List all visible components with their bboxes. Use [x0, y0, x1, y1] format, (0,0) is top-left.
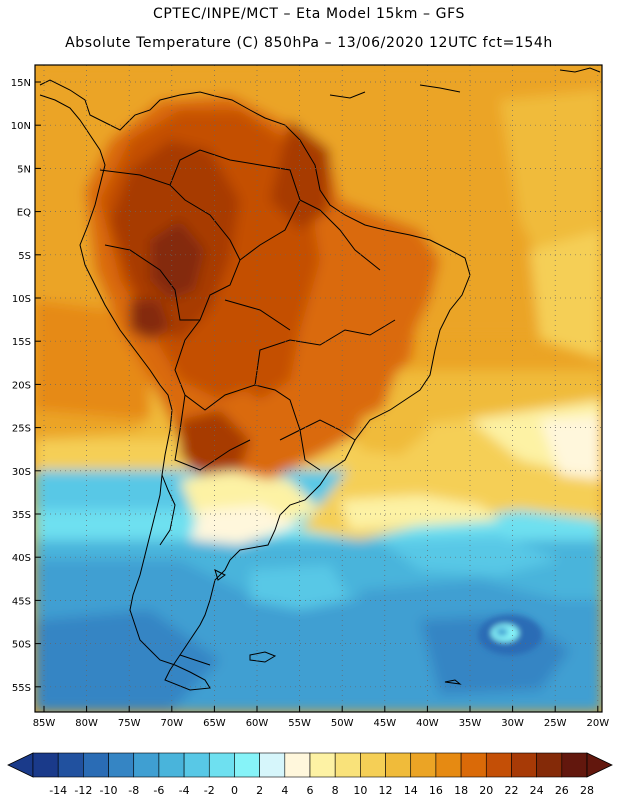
lon-label: 85W — [33, 718, 56, 729]
lat-label: 45S — [12, 596, 31, 607]
legend-label: 26 — [555, 784, 569, 797]
legend-label: 4 — [281, 784, 288, 797]
legend-label: 20 — [479, 784, 493, 797]
map-title-line2: Absolute Temperature (C) 850hPa – 13/06/… — [65, 35, 553, 51]
legend-label: -4 — [179, 784, 190, 797]
lon-label: 65W — [203, 718, 226, 729]
legend-label: -10 — [100, 784, 118, 797]
legend-label: 8 — [332, 784, 339, 797]
legend-swatch — [183, 752, 210, 778]
lat-label: 5S — [18, 251, 31, 262]
lon-label: 75W — [118, 718, 141, 729]
longitude-labels: 85W 80W 75W 70W 65W 60W 55W 50W 45W 40W 35W 30W 25W 2… — [33, 718, 610, 729]
lon-label: 20W — [586, 718, 609, 729]
legend-swatch — [561, 752, 588, 778]
legend-swatch — [410, 752, 437, 778]
lon-label: 70W — [160, 718, 183, 729]
legend-label: 0 — [231, 784, 238, 797]
legend-arrow-right — [586, 752, 613, 778]
legend-swatch — [334, 752, 361, 778]
lon-label: 50W — [331, 718, 354, 729]
legend-swatch — [133, 752, 160, 778]
legend-label: 12 — [379, 784, 393, 797]
legend-swatch — [485, 752, 512, 778]
legend-swatch — [158, 752, 185, 778]
lon-label: 40W — [416, 718, 439, 729]
legend-swatch — [309, 752, 336, 778]
graticule — [35, 65, 602, 712]
lat-label: 35S — [12, 510, 31, 521]
legend-label: -12 — [74, 784, 92, 797]
legend-swatch — [32, 752, 59, 778]
lon-label: 45W — [373, 718, 396, 729]
lat-label: 15N — [11, 78, 31, 89]
legend-swatch — [108, 752, 135, 778]
legend-swatch — [234, 752, 260, 778]
legend-swatch — [208, 752, 235, 778]
lat-label: 30S — [12, 467, 31, 478]
legend-label: 10 — [353, 784, 367, 797]
lon-label: 30W — [501, 718, 524, 729]
legend-swatch — [511, 752, 537, 778]
continent-outline — [39, 67, 601, 691]
legend-swatch — [360, 752, 386, 778]
legend-label: 2 — [256, 784, 263, 797]
lon-label: 80W — [75, 718, 98, 729]
lat-label: 55S — [12, 683, 31, 694]
lat-label: 5N — [17, 164, 31, 175]
lon-label: 35W — [459, 718, 482, 729]
lat-label: 40S — [12, 553, 31, 564]
legend-swatch — [536, 752, 563, 778]
map-title-line1: CPTEC/INPE/MCT – Eta Model 15km – GFS — [152, 6, 466, 22]
color-legend: -14 -12 -10 -8 -6 -4 -2 0 2 4 6 8 10 12 14 16 18 20 22 24 26… — [7, 752, 613, 797]
legend-swatch — [259, 752, 286, 778]
lon-label: 25W — [544, 718, 567, 729]
legend-swatch — [83, 752, 109, 778]
lat-label: 10S — [12, 294, 31, 305]
legend-label: 22 — [504, 784, 518, 797]
map-frame — [34, 64, 603, 713]
temperature-field — [35, 65, 602, 712]
lon-label: 55W — [288, 718, 311, 729]
legend-swatch — [57, 752, 84, 778]
lat-label: EQ — [17, 208, 31, 219]
latitude-labels: 15N 10N 5N EQ 5S 10S 15S 20S 25S 30S 35S 40S 45S 50S 5… — [11, 78, 31, 694]
legend-label: 18 — [454, 784, 468, 797]
lat-label: 50S — [12, 640, 31, 651]
legend-label: -8 — [128, 784, 139, 797]
lon-label: 60W — [246, 718, 269, 729]
legend-label: 14 — [404, 784, 418, 797]
legend-swatch — [435, 752, 462, 778]
legend-swatch — [460, 752, 487, 778]
lat-label: 20S — [12, 380, 31, 391]
legend-label: -6 — [153, 784, 164, 797]
lat-label: 25S — [12, 424, 31, 435]
legend-label: 6 — [307, 784, 314, 797]
legend-arrow-left — [7, 752, 34, 778]
legend-label: -14 — [49, 784, 67, 797]
legend-label: 16 — [429, 784, 443, 797]
legend-label: 28 — [580, 784, 594, 797]
lat-label: 15S — [12, 337, 31, 348]
legend-label: -2 — [204, 784, 215, 797]
legend-swatch — [385, 752, 412, 778]
lat-label: 10N — [11, 121, 31, 132]
legend-swatch — [284, 752, 311, 778]
legend-label: 24 — [530, 784, 544, 797]
